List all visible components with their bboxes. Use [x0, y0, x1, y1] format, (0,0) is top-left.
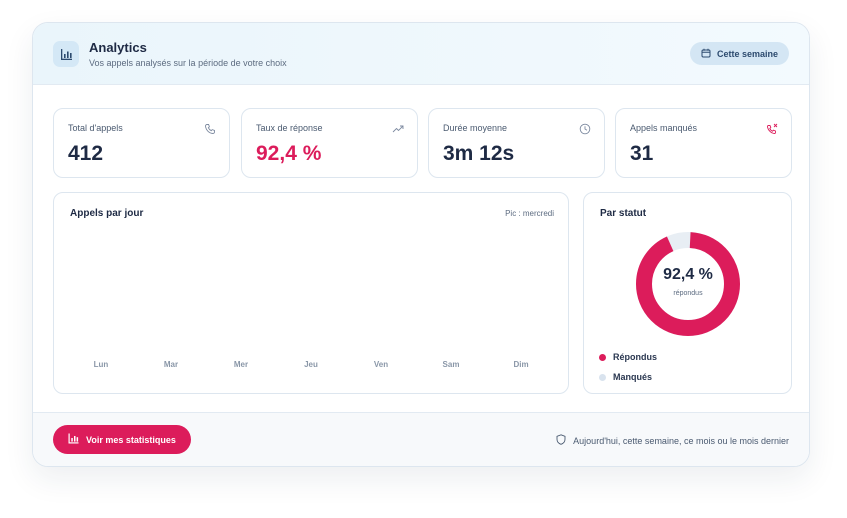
stat-value: 31: [630, 142, 654, 165]
card-footer: Voir mes statistiques Aujourd'hui, cette…: [33, 412, 809, 466]
calendar-icon: [701, 48, 711, 60]
stat-label: Taux de réponse: [256, 123, 323, 133]
stat-card-missed-calls: Appels manqués 31: [615, 108, 792, 178]
phone-icon: [204, 122, 216, 134]
day-label: Ven: [373, 360, 389, 369]
cta-label: Voir mes statistiques: [86, 434, 176, 445]
legend-dot: [599, 373, 606, 381]
stat-card-average-duration: Durée moyenne 3m 12s: [428, 108, 605, 178]
trend-up-icon: [392, 122, 404, 134]
status-legend: Répondus Manqués: [599, 347, 657, 387]
page-title: Analytics: [89, 40, 147, 55]
stat-label: Durée moyenne: [443, 123, 508, 133]
shield-icon: [556, 434, 566, 447]
legend-label: Répondus: [613, 352, 657, 362]
donut-center-label: répondus: [673, 290, 703, 297]
stat-value: 92,4 %: [256, 142, 322, 165]
stat-value: 412: [68, 142, 104, 165]
bar-chart-icon: [68, 433, 79, 446]
panel-title: Appels par jour: [70, 208, 144, 219]
view-statistics-button[interactable]: Voir mes statistiques: [53, 425, 191, 454]
period-selector-button[interactable]: Cette semaine: [689, 42, 789, 65]
status-donut: 92,4 % répondus: [634, 230, 742, 338]
donut-center-value: 92,4 %: [663, 266, 713, 283]
phone-missed-icon: [766, 122, 778, 134]
card-header: Analytics Vos appels analysés sur la pér…: [33, 23, 809, 85]
bar-chart-icon: [53, 41, 79, 67]
stat-value: 3m 12s: [443, 142, 515, 165]
day-axis: Lun Mar Mer Jeu Ven Sam Dim: [66, 360, 556, 369]
stat-card-total-calls: Total d'appels 412: [53, 108, 230, 178]
legend-label: Manqués: [613, 372, 653, 382]
day-label: Sam: [442, 360, 460, 369]
day-label: Mar: [163, 360, 179, 369]
status-panel: Par statut 92,4 % répondus Répondus Manq…: [583, 192, 792, 394]
footer-note: Aujourd'hui, cette semaine, ce mois ou l…: [556, 434, 789, 447]
stat-label: Appels manqués: [630, 123, 698, 133]
panel-title: Par statut: [600, 208, 647, 219]
legend-dot: [599, 353, 606, 361]
donut-answered-arc: [636, 232, 740, 336]
peak-note: Pic : mercredi: [505, 209, 554, 218]
stat-card-response-rate: Taux de réponse 92,4 %: [241, 108, 418, 178]
day-label: Lun: [93, 360, 109, 369]
calls-per-day-panel: Appels par jour Pic : mercredi Lun Mar M…: [53, 192, 569, 394]
stat-label: Total d'appels: [68, 123, 123, 133]
legend-item-missed: Manqués: [599, 367, 657, 387]
legend-item-answered: Répondus: [599, 347, 657, 367]
day-label: Dim: [513, 360, 529, 369]
page-subtitle: Vos appels analysés sur la période de vo…: [89, 58, 287, 68]
clock-icon: [579, 122, 591, 135]
day-label: Jeu: [304, 360, 318, 369]
day-label: Mer: [233, 360, 249, 369]
period-label: Cette semaine: [716, 48, 778, 59]
analytics-card: Analytics Vos appels analysés sur la pér…: [32, 22, 810, 467]
footer-note-text: Aujourd'hui, cette semaine, ce mois ou l…: [573, 435, 789, 446]
